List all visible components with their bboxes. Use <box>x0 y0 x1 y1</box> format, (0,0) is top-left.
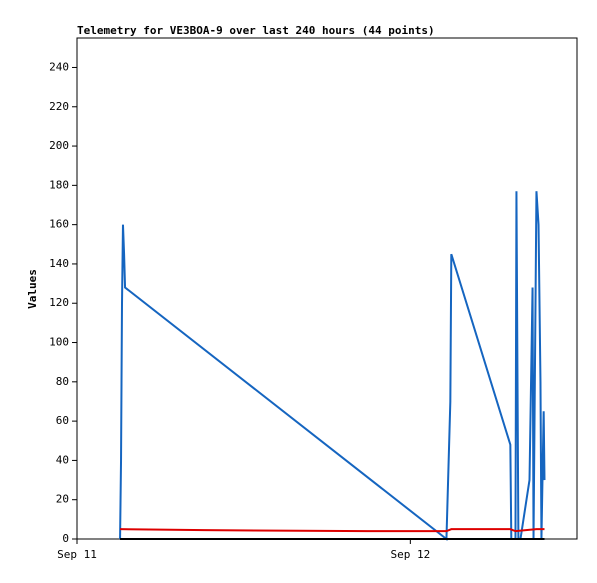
y-tick-label: 60 <box>56 414 69 427</box>
series-line <box>119 191 546 542</box>
y-tick-label: 160 <box>49 218 69 231</box>
y-tick-label: 140 <box>49 257 69 270</box>
y-axis-label: Values <box>26 269 39 309</box>
y-tick-label: 220 <box>49 100 69 113</box>
x-tick-label: Sep 12 <box>390 548 430 561</box>
chart-title: Telemetry for VE3BOA-9 over last 240 hou… <box>77 24 435 37</box>
series-line <box>120 528 545 533</box>
y-tick-label: 40 <box>56 453 69 466</box>
x-tick-label: Sep 11 <box>57 548 97 561</box>
y-tick-label: 100 <box>49 336 69 349</box>
y-tick-label: 120 <box>49 296 69 309</box>
y-tick-label: 180 <box>49 178 69 191</box>
y-tick-label: 80 <box>56 375 69 388</box>
y-tick-label: 200 <box>49 139 69 152</box>
y-tick-label: 240 <box>49 60 69 73</box>
y-tick-label: 0 <box>62 532 69 545</box>
y-tick-label: 20 <box>56 493 69 506</box>
